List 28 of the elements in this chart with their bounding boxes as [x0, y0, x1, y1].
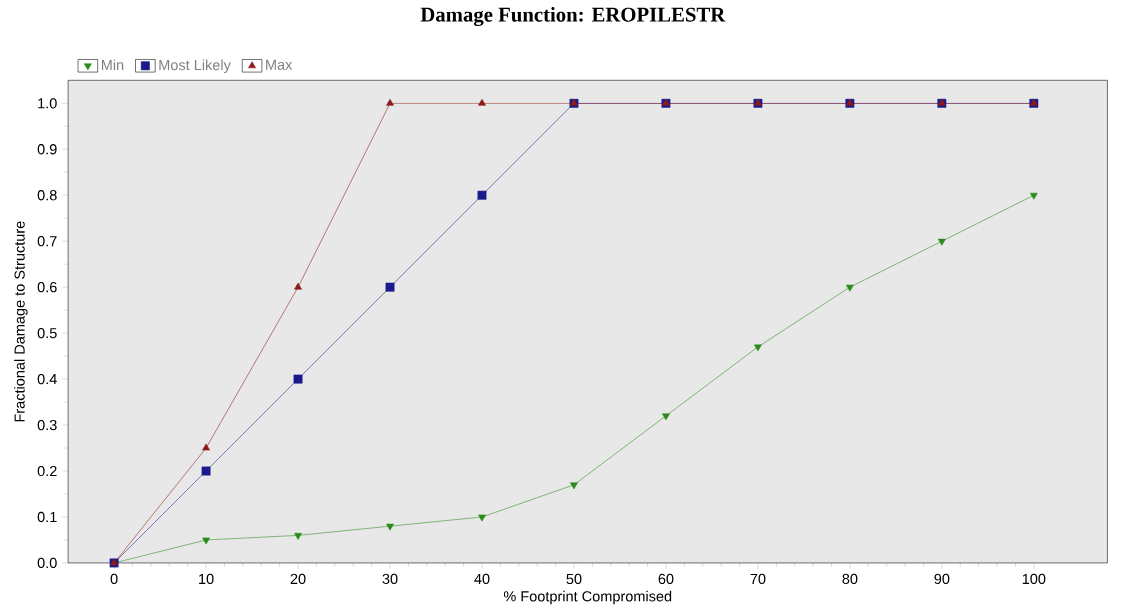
chart-title: Damage Function: EROPILESTR — [420, 7, 726, 27]
y-axis-title: Fractional Damage to Structure — [14, 221, 28, 422]
x-tick-label: 0 — [110, 573, 118, 585]
x-tick-label: 30 — [382, 573, 398, 585]
x-tick-label: 90 — [934, 573, 950, 585]
y-tick-label: 0.9 — [37, 144, 57, 155]
x-axis-title: % Footprint Compromised — [503, 590, 672, 605]
y-tick-label: 0.8 — [37, 190, 57, 201]
legend-label: Min — [101, 59, 124, 71]
x-tick-label: 60 — [658, 573, 674, 585]
x-tick-label: 50 — [566, 573, 582, 585]
x-tick-label: 100 — [1022, 573, 1046, 585]
y-tick-label: 0.6 — [37, 282, 57, 293]
y-tick-label: 0.3 — [37, 419, 57, 431]
x-tick-label: 20 — [290, 573, 306, 585]
x-tick-label: 80 — [842, 573, 858, 585]
x-tick-label: 10 — [199, 573, 214, 585]
y-tick-label: 0.4 — [37, 373, 57, 385]
y-tick-label: 0.2 — [37, 465, 57, 477]
x-tick-label: 40 — [474, 573, 490, 585]
legend-label: Max — [266, 59, 293, 70]
y-tick-label: 0.1 — [37, 511, 57, 523]
y-tick-label: 0.5 — [37, 327, 57, 339]
legend-label: Most Likely — [159, 59, 231, 74]
x-tick-label: 70 — [750, 573, 766, 585]
y-tick-label: 0.0 — [37, 557, 57, 569]
y-tick-label: 0.7 — [37, 236, 57, 247]
y-tick-label: 1.0 — [38, 98, 57, 109]
